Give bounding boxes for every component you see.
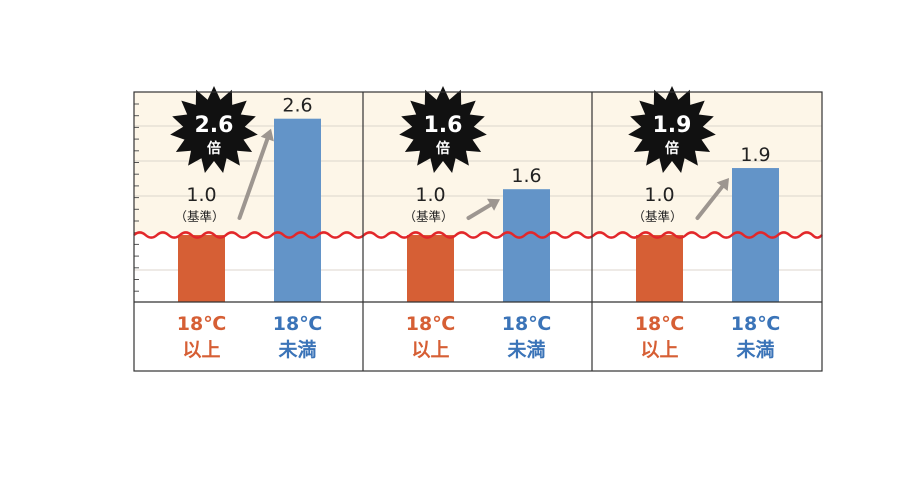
baseline-note: （基準） xyxy=(174,209,224,224)
bar-above-18 xyxy=(178,235,225,302)
category-label-above: 以上 xyxy=(182,339,220,361)
ratio-unit: 倍 xyxy=(665,140,679,157)
category-label-above: 以上 xyxy=(640,339,678,361)
ratio-starburst xyxy=(628,86,716,173)
increase-arrow xyxy=(237,137,270,220)
category-label-above: 18℃ xyxy=(635,313,684,335)
category-label-below: 未満 xyxy=(506,338,545,361)
bar-value-label: 2.6 xyxy=(282,95,312,117)
increase-arrow-head xyxy=(260,128,274,142)
plot-background-lower xyxy=(134,235,822,302)
chart-panel-2: 1.6 1.0 （基準） 1.6 倍 18℃ 以上 18℃ 未満 xyxy=(399,86,551,361)
chart-panel-3: 1.9 1.0 （基準） 1.9 倍 18℃ 以上 18℃ 未満 xyxy=(628,86,780,361)
chart-root: 2.6 1.0 （基準） 2.6 倍 18℃ 以上 18℃ 未満 1.6 1.0 （基準） 1.6 倍 18… xyxy=(133,86,823,372)
chart-frame xyxy=(133,91,823,372)
increase-arrow xyxy=(695,184,725,220)
axis-break-line xyxy=(133,231,823,239)
bar-value-label: 1.0 xyxy=(644,184,674,206)
baseline-note: （基準） xyxy=(403,209,453,224)
ratio-value: 1.9 xyxy=(653,113,692,138)
ratio-value: 1.6 xyxy=(424,113,463,138)
category-label-above: 18℃ xyxy=(406,313,455,335)
bar-value-label: 1.0 xyxy=(186,184,216,206)
bar-value-label: 1.0 xyxy=(415,184,445,206)
category-label-below: 18℃ xyxy=(273,313,322,335)
category-label-below: 18℃ xyxy=(731,313,780,335)
baseline-note: （基準） xyxy=(632,209,682,224)
chart-panel-1: 2.6 1.0 （基準） 2.6 倍 18℃ 以上 18℃ 未満 xyxy=(170,86,322,361)
ratio-value: 2.6 xyxy=(195,113,234,138)
category-label-above: 18℃ xyxy=(177,313,226,335)
increase-arrow-head xyxy=(716,178,729,191)
ratio-starburst xyxy=(399,86,487,173)
bar-above-18 xyxy=(636,235,683,302)
increase-arrow-head xyxy=(487,198,500,211)
category-label-below: 未満 xyxy=(735,338,774,361)
category-label-below: 18℃ xyxy=(502,313,551,335)
bar-value-label: 1.6 xyxy=(511,165,541,187)
bar-below-18 xyxy=(503,189,550,302)
category-label-above: 以上 xyxy=(411,339,449,361)
bar-above-18 xyxy=(407,235,454,302)
ratio-unit: 倍 xyxy=(436,140,450,157)
category-label-below: 未満 xyxy=(277,338,316,361)
bar-below-18 xyxy=(274,118,321,302)
ratio-starburst xyxy=(170,86,258,173)
increase-arrow xyxy=(466,202,493,220)
ratio-unit: 倍 xyxy=(207,140,221,157)
bar-value-label: 1.9 xyxy=(740,144,770,166)
